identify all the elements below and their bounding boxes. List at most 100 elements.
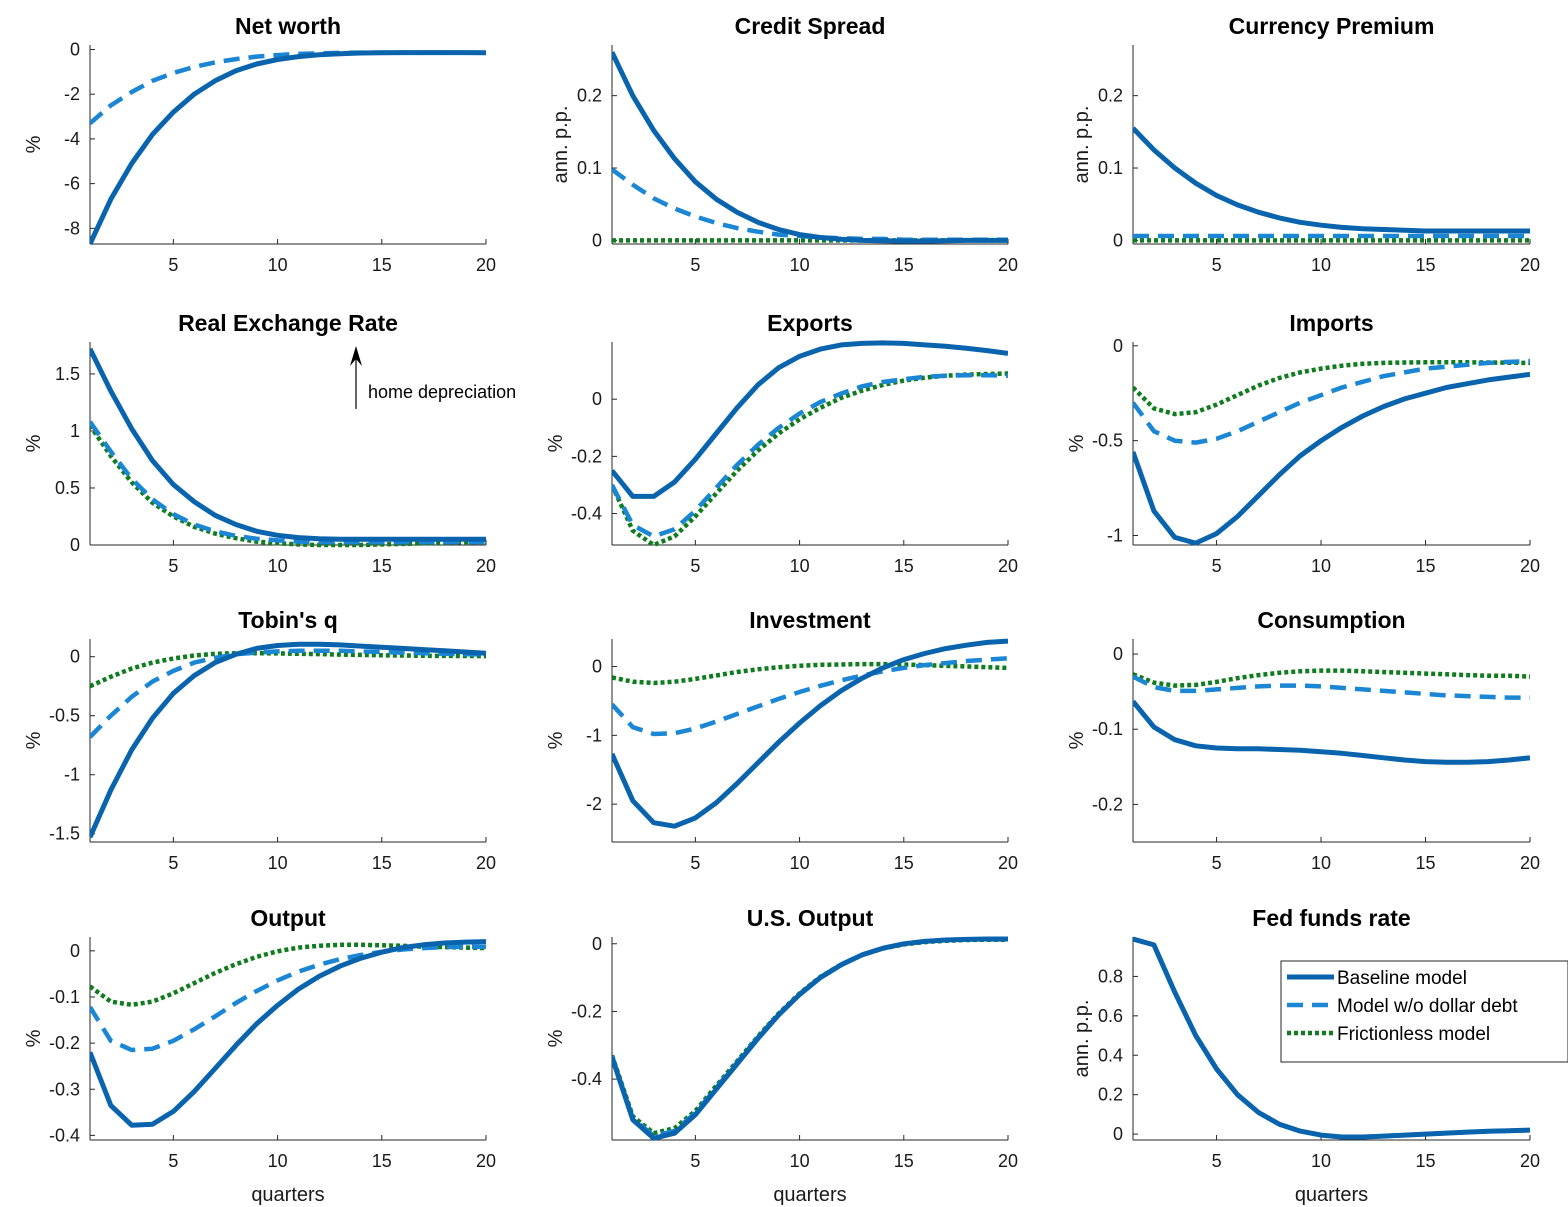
y-tick-label: 0.2 — [1098, 1085, 1123, 1105]
series-line-no-dollar-debt — [612, 372, 1008, 539]
series-line-frictionless — [1133, 360, 1530, 417]
y-tick-label: 0 — [1113, 1124, 1123, 1144]
x-tick-label: 20 — [998, 853, 1018, 873]
legend: Baseline model Model w/o dollar debt Frict… — [1280, 960, 1568, 1063]
x-tick-label: 10 — [790, 1151, 810, 1171]
y-tick-label: -0.3 — [49, 1079, 80, 1099]
x-tick-label: 15 — [372, 255, 392, 275]
y-tick-label: -0.2 — [49, 1033, 80, 1053]
series-line-baseline — [90, 50, 486, 246]
y-tick-label: 0.2 — [577, 86, 602, 106]
y-tick-label: 0 — [70, 941, 80, 961]
panel-title: Exports — [767, 310, 853, 336]
x-tick-label: 5 — [1212, 556, 1222, 576]
y-tick-label: 0 — [592, 230, 602, 250]
series-line-baseline — [1133, 699, 1530, 765]
y-tick-label: 0 — [70, 39, 80, 59]
x-tick-label: 10 — [268, 853, 288, 873]
y-tick-label: 0.1 — [577, 158, 602, 178]
y-tick-label: -0.4 — [571, 504, 602, 524]
x-tick-label: 20 — [1520, 255, 1540, 275]
x-tick-label: 15 — [372, 556, 392, 576]
panel-title: Investment — [749, 607, 871, 633]
y-axis-label: % — [545, 1029, 567, 1047]
y-axis-label: % — [23, 135, 45, 153]
series-line-no-dollar-debt — [1133, 358, 1530, 445]
y-axis-label: % — [23, 434, 45, 452]
panel-5: Exports 5 10 15 20 0 -0.2 -0.4% — [545, 310, 1018, 576]
x-axis-label: quarters — [1295, 1184, 1368, 1206]
x-tick-label: 20 — [476, 556, 496, 576]
legend-label: Frictionless model — [1337, 1024, 1490, 1045]
y-tick-label: 0 — [592, 657, 602, 677]
x-tick-label: 5 — [168, 255, 178, 275]
x-tick-label: 15 — [894, 1151, 914, 1171]
y-tick-label: 1 — [70, 421, 80, 441]
x-tick-label: 10 — [268, 556, 288, 576]
x-tick-label: 20 — [998, 556, 1018, 576]
y-tick-label: 0 — [1113, 644, 1123, 664]
x-tick-label: 15 — [1416, 853, 1436, 873]
y-axis-label: ann. p.p. — [1071, 106, 1093, 184]
panel-title: Credit Spread — [735, 13, 886, 39]
y-tick-label: -0.1 — [49, 987, 80, 1007]
x-tick-label: 10 — [1311, 556, 1331, 576]
x-tick-label: 20 — [998, 1151, 1018, 1171]
series-line-baseline — [612, 340, 1008, 499]
panel-title: Currency Premium — [1229, 13, 1435, 39]
x-tick-label: 10 — [790, 556, 810, 576]
y-tick-label: 0.8 — [1098, 966, 1123, 986]
annotation-text: home depreciation — [368, 382, 516, 402]
x-tick-label: 10 — [1311, 1151, 1331, 1171]
y-tick-label: 0 — [70, 647, 80, 667]
panel-6: Imports 5 10 15 20 0 -0.5 -1% — [1066, 310, 1540, 576]
panel-1: Net worth 5 10 15 20 0 -2 -4 -6 -8% — [23, 13, 496, 275]
y-tick-label: 0.4 — [1098, 1045, 1123, 1065]
y-axis-label: ann. p.p. — [550, 106, 572, 184]
series-line-no-dollar-debt — [90, 944, 486, 1053]
x-tick-label: 10 — [790, 255, 810, 275]
x-axis-label: quarters — [773, 1184, 846, 1206]
y-tick-label: 0 — [70, 535, 80, 555]
series-line-baseline — [90, 641, 486, 839]
series-line-frictionless — [612, 937, 1008, 1136]
x-tick-label: 20 — [476, 853, 496, 873]
y-tick-label: -0.2 — [571, 446, 602, 466]
x-tick-label: 20 — [1520, 556, 1540, 576]
y-axis-label: % — [545, 731, 567, 749]
x-tick-label: 10 — [268, 255, 288, 275]
panel-10: Output 5 10 15 20 0 -0.1 -0.2 -0.3 -0.4% quarters — [23, 905, 496, 1206]
y-axis-label: % — [23, 1029, 45, 1047]
y-tick-label: 0.1 — [1098, 158, 1123, 178]
y-tick-label: -2 — [64, 84, 80, 104]
series-line-baseline — [1133, 936, 1530, 1140]
x-tick-label: 10 — [790, 853, 810, 873]
series-line-baseline — [612, 936, 1008, 1141]
y-tick-label: 0 — [592, 389, 602, 409]
x-tick-label: 15 — [894, 853, 914, 873]
series-line-baseline — [1133, 126, 1530, 234]
x-tick-label: 5 — [690, 255, 700, 275]
x-tick-label: 20 — [1520, 1151, 1540, 1171]
y-tick-label: -1 — [1107, 526, 1123, 546]
x-tick-label: 5 — [168, 1151, 178, 1171]
x-tick-label: 15 — [1416, 1151, 1436, 1171]
series-line-frictionless — [612, 371, 1008, 548]
y-tick-label: -0.4 — [571, 1069, 602, 1089]
panel-title: Imports — [1289, 310, 1373, 336]
panel-title: U.S. Output — [747, 905, 874, 931]
series-line-no-dollar-debt — [612, 656, 1008, 737]
series-line-no-dollar-debt — [612, 167, 1008, 242]
x-tick-label: 10 — [1311, 853, 1331, 873]
series-line-frictionless — [90, 424, 486, 548]
x-tick-label: 5 — [168, 853, 178, 873]
series-line-baseline — [612, 51, 1008, 244]
x-tick-label: 15 — [372, 853, 392, 873]
panel-title: Output — [250, 905, 326, 931]
series-line-no-dollar-debt — [612, 937, 1008, 1139]
x-tick-label: 15 — [1416, 255, 1436, 275]
